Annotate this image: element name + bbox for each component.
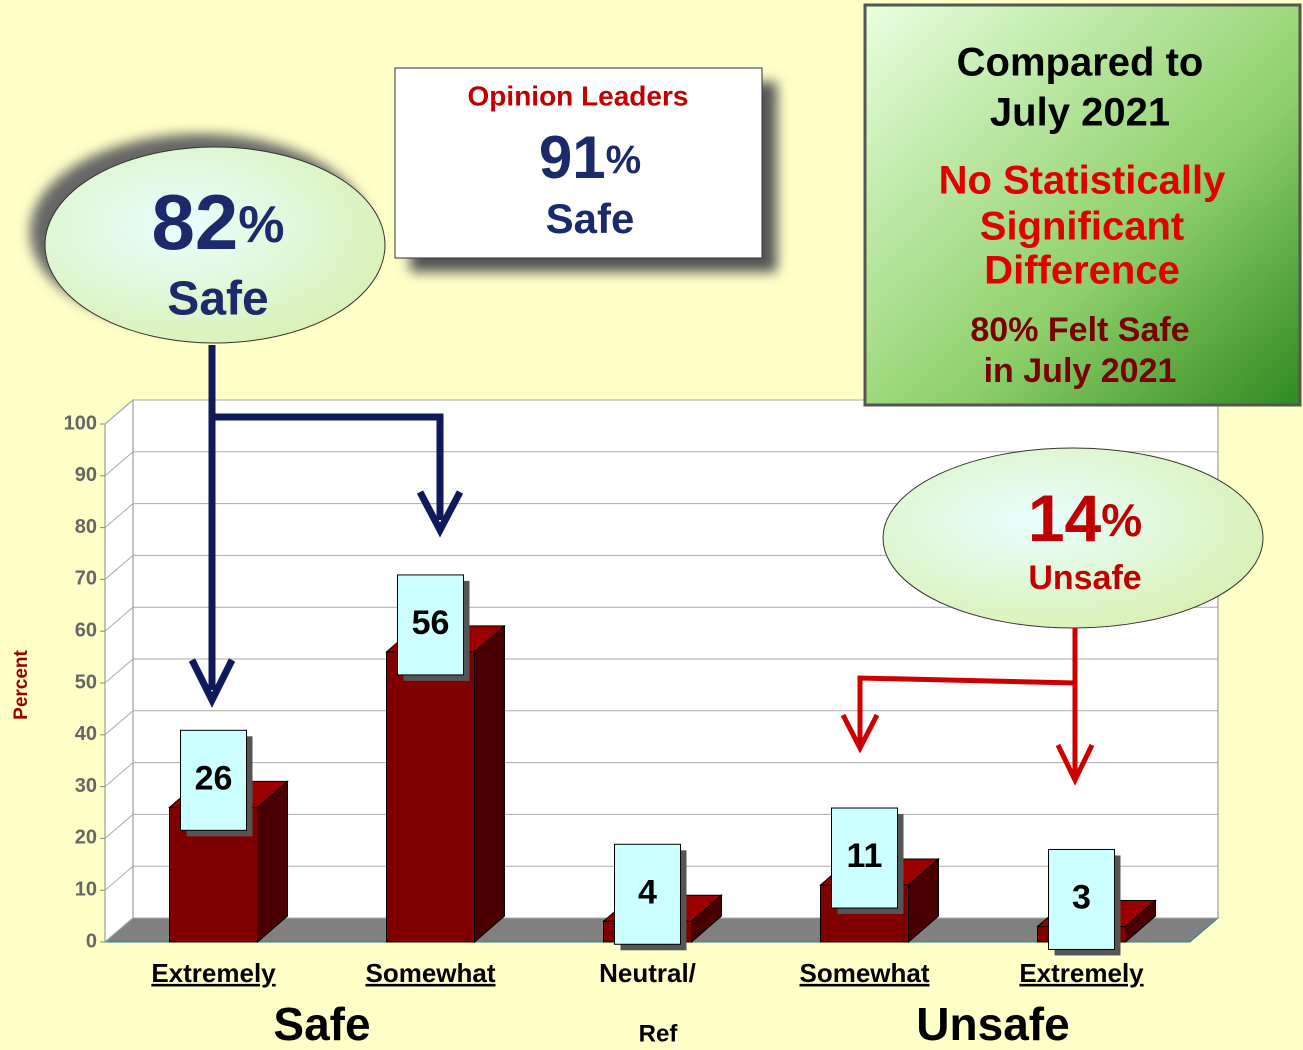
unsafe-arrows	[840, 628, 1095, 786]
grid-line	[104, 658, 1218, 684]
opinion-label: Safe	[546, 195, 635, 242]
data-label: 56	[412, 604, 450, 642]
x-tick-label: Somewhat	[365, 958, 495, 988]
unit: %	[238, 196, 284, 254]
y-tick-label: 100	[64, 412, 97, 434]
y-tick-label: 90	[75, 464, 97, 486]
bar-side	[474, 624, 505, 944]
label-box	[831, 807, 898, 909]
unit: %	[606, 138, 642, 182]
unsafe-number: 14%	[1028, 481, 1142, 555]
opinion-box	[394, 67, 763, 259]
opinion-title: Opinion Leaders	[468, 80, 689, 111]
unit: %	[1101, 494, 1142, 546]
bar	[386, 651, 475, 943]
y-tick-label: 10	[75, 878, 97, 900]
y-tick-label: 30	[75, 775, 97, 797]
y-tick-label: 70	[75, 568, 97, 590]
safe-label: Safe	[167, 273, 268, 326]
safe-ellipse	[44, 146, 386, 344]
x-tick-label: Extremely	[1019, 958, 1144, 988]
label-box	[614, 843, 681, 945]
comparison-box	[863, 3, 1302, 407]
label-box	[1048, 848, 1115, 950]
data-label: 26	[195, 759, 233, 797]
safe-number: 82%	[151, 178, 284, 266]
x-tick-label: Somewhat	[799, 958, 929, 988]
number: 91	[539, 124, 606, 191]
number: 14	[1028, 481, 1102, 555]
unsafe-label: Unsafe	[1028, 559, 1141, 597]
y-tick-label: 20	[75, 827, 97, 849]
label-box	[180, 729, 247, 831]
y-tick-label: 50	[75, 671, 97, 693]
comparison-finding: No Statistically	[939, 159, 1227, 203]
comparison-note: in July 2021	[984, 352, 1177, 390]
arrow-line	[857, 628, 1078, 775]
data-label: 11	[847, 837, 883, 875]
grid-line	[104, 710, 1218, 736]
data-label: 3	[1072, 878, 1091, 916]
bar-side	[257, 780, 288, 944]
category-sublabel: Ref	[639, 1020, 679, 1047]
x-tick-label: Extremely	[151, 958, 276, 988]
arrow-head	[840, 713, 1095, 786]
y-tick-label: 0	[86, 930, 97, 952]
y-tick-label: 80	[75, 516, 97, 538]
number: 82	[151, 178, 238, 266]
comparison-title: Compared to	[957, 41, 1204, 85]
label-box	[397, 574, 464, 676]
grid-line	[104, 762, 1218, 787]
grid-line	[104, 503, 1218, 528]
comparison-finding: Difference	[984, 249, 1180, 293]
comparison-note: 80% Felt Safe	[970, 311, 1189, 349]
y-tick-label: 40	[75, 723, 97, 745]
arrow-head	[188, 490, 464, 708]
data-label: 4	[638, 873, 657, 911]
group-label: Safe	[273, 998, 370, 1050]
safe-arrows	[188, 345, 464, 708]
opinion-number: 91%	[539, 124, 641, 191]
y-axis-label: Percent	[11, 649, 32, 719]
grid-line	[104, 554, 1218, 580]
arrow-line	[208, 345, 444, 690]
comparison-title: July 2021	[990, 91, 1170, 135]
grid-line	[104, 606, 1218, 632]
grid-line	[104, 399, 1218, 425]
group-label: Unsafe	[916, 998, 1069, 1050]
grid-line	[104, 451, 1218, 477]
y-tick-label: 60	[75, 619, 97, 641]
comparison-finding: Significant	[980, 205, 1184, 249]
x-tick-label: Neutral/	[599, 958, 696, 988]
